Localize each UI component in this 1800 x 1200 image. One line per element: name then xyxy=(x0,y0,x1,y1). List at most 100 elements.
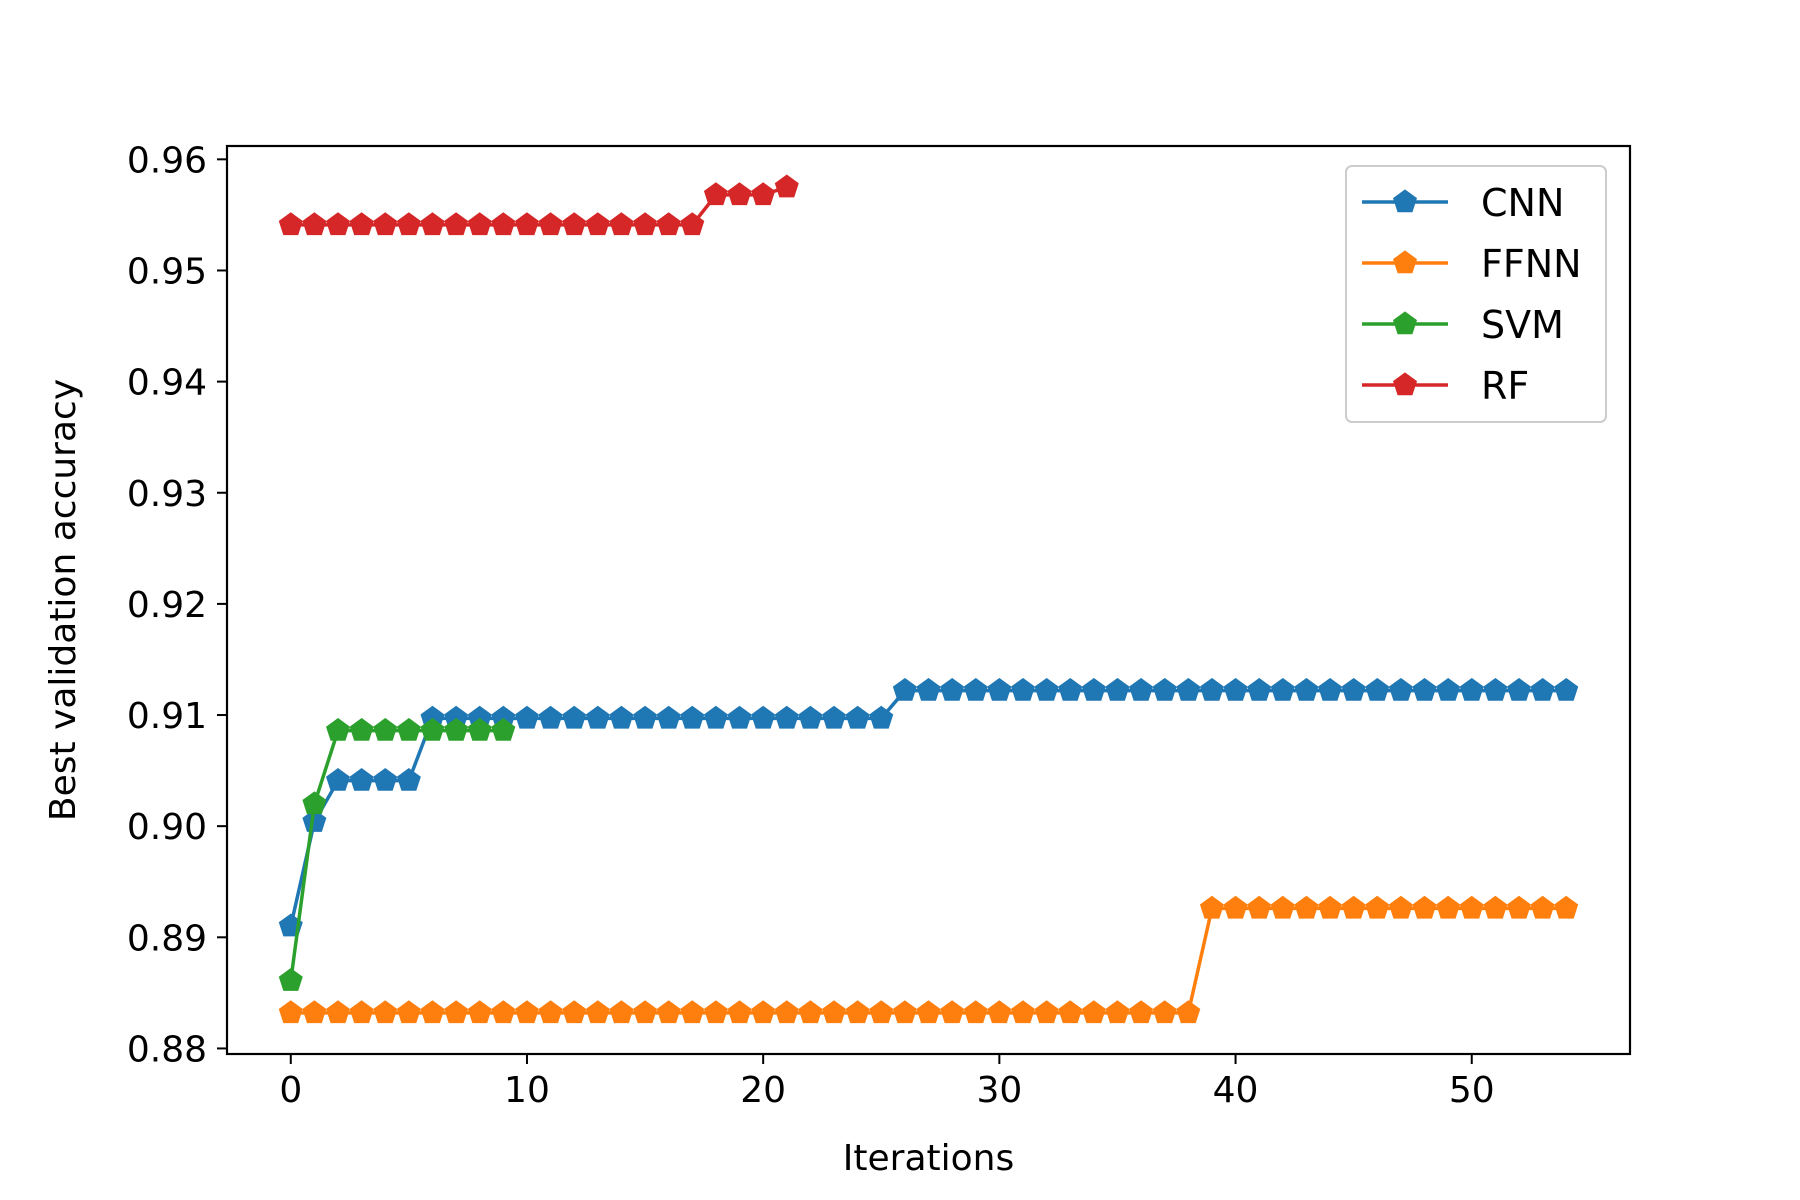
data-point-cnn xyxy=(1152,677,1177,701)
data-point-cnn xyxy=(1247,677,1272,701)
legend-label: RF xyxy=(1481,364,1529,408)
data-point-cnn xyxy=(1081,677,1106,701)
data-point-ffnn xyxy=(1506,895,1531,919)
data-point-rf xyxy=(514,212,539,236)
data-point-cnn xyxy=(869,705,894,729)
data-point-ffnn xyxy=(1270,895,1295,919)
legend-label: CNN xyxy=(1481,181,1564,225)
data-point-rf xyxy=(562,212,587,236)
data-point-cnn xyxy=(1318,677,1343,701)
data-point-cnn xyxy=(727,705,752,729)
data-point-cnn xyxy=(562,705,587,729)
data-point-ffnn xyxy=(585,1000,610,1024)
data-point-rf xyxy=(396,212,421,236)
series-cnn xyxy=(278,677,1579,937)
data-point-cnn xyxy=(1105,677,1130,701)
data-point-rf xyxy=(467,212,492,236)
data-point-cnn xyxy=(1270,677,1295,701)
data-point-cnn xyxy=(396,767,421,791)
data-point-rf xyxy=(703,182,728,206)
y-tick-label: 0.96 xyxy=(127,140,207,181)
data-point-cnn xyxy=(798,705,823,729)
data-point-ffnn xyxy=(326,1000,351,1024)
data-point-ffnn xyxy=(302,1000,327,1024)
data-point-rf xyxy=(656,212,681,236)
x-tick-label: 0 xyxy=(279,1070,302,1111)
series-svm xyxy=(278,717,516,991)
y-axis-label: Best validation accuracy xyxy=(43,379,84,821)
data-point-cnn xyxy=(987,677,1012,701)
data-point-ffnn xyxy=(916,1000,941,1024)
data-point-rf xyxy=(538,212,563,236)
data-point-cnn xyxy=(1506,677,1531,701)
series-line-rf xyxy=(290,185,788,227)
x-tick-label: 50 xyxy=(1449,1070,1495,1111)
data-point-cnn xyxy=(1034,677,1059,701)
data-point-ffnn xyxy=(1199,895,1224,919)
data-point-ffnn xyxy=(869,1000,894,1024)
y-tick-label: 0.92 xyxy=(127,585,207,626)
data-point-ffnn xyxy=(774,1000,799,1024)
data-point-ffnn xyxy=(1010,1000,1035,1024)
data-point-ffnn xyxy=(609,1000,634,1024)
legend-item-ffnn: FFNN xyxy=(1362,242,1582,286)
data-point-cnn xyxy=(585,705,610,729)
y-axis: 0.88 0.89 0.90 0.91 0.92 0.93 0.94 0.95 0.96 xyxy=(127,140,227,1070)
data-point-ffnn xyxy=(798,1000,823,1024)
data-point-ffnn xyxy=(514,1000,539,1024)
data-point-cnn xyxy=(1436,677,1461,701)
data-point-rf xyxy=(727,182,752,206)
legend-marker xyxy=(1393,250,1417,274)
data-point-cnn xyxy=(1176,677,1201,701)
legend-item-rf: RF xyxy=(1362,364,1529,408)
data-point-rf xyxy=(751,182,776,206)
x-tick-label: 40 xyxy=(1213,1070,1259,1111)
data-point-ffnn xyxy=(1483,895,1508,919)
data-point-ffnn xyxy=(1105,1000,1130,1024)
y-tick-label: 0.88 xyxy=(127,1029,207,1070)
data-point-cnn xyxy=(538,705,563,729)
data-point-cnn xyxy=(609,705,634,729)
data-point-cnn xyxy=(1010,677,1035,701)
data-point-svm xyxy=(373,717,398,741)
plot-area xyxy=(225,144,1632,1056)
data-point-cnn xyxy=(892,677,917,701)
data-point-rf xyxy=(609,212,634,236)
y-tick-label: 0.90 xyxy=(127,807,207,848)
data-point-cnn xyxy=(349,767,374,791)
data-point-ffnn xyxy=(278,1000,303,1024)
x-axis: 0 10 20 30 40 50 xyxy=(279,1054,1495,1111)
data-point-cnn xyxy=(940,677,965,701)
data-point-ffnn xyxy=(1129,1000,1154,1024)
data-point-ffnn xyxy=(538,1000,563,1024)
data-point-ffnn xyxy=(444,1000,469,1024)
data-point-ffnn xyxy=(373,1000,398,1024)
data-point-ffnn xyxy=(822,1000,847,1024)
data-point-cnn xyxy=(1294,677,1319,701)
x-tick-label: 30 xyxy=(976,1070,1022,1111)
series-line-svm xyxy=(289,728,504,981)
data-point-cnn xyxy=(633,705,658,729)
legend-label: SVM xyxy=(1481,303,1564,347)
data-point-svm xyxy=(349,717,374,741)
data-point-ffnn xyxy=(1318,895,1343,919)
data-point-ffnn xyxy=(892,1000,917,1024)
data-point-svm xyxy=(444,717,469,741)
data-point-rf xyxy=(633,212,658,236)
data-point-ffnn xyxy=(1247,895,1272,919)
data-point-svm xyxy=(420,717,445,741)
data-point-svm xyxy=(278,968,303,991)
series-ffnn xyxy=(278,895,1579,1024)
data-point-cnn xyxy=(302,809,327,832)
data-point-rf xyxy=(444,212,469,236)
data-point-ffnn xyxy=(1034,1000,1059,1024)
data-point-cnn xyxy=(963,677,988,701)
data-point-ffnn xyxy=(1081,1000,1106,1024)
data-point-ffnn xyxy=(703,1000,728,1024)
data-point-rf xyxy=(302,212,327,236)
data-point-ffnn xyxy=(1436,895,1461,919)
legend-label: FFNN xyxy=(1481,242,1582,286)
data-point-ffnn xyxy=(633,1000,658,1024)
data-point-cnn xyxy=(845,705,870,729)
